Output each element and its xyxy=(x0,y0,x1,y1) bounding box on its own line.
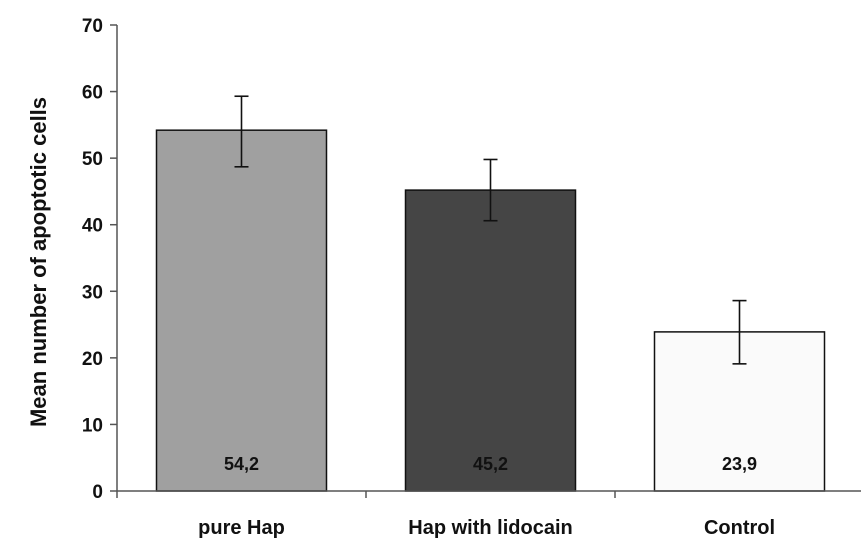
y-axis-title: Mean number of apoptotic cells xyxy=(26,97,51,427)
labels-group: 54,2 pure Hap 45,2 Hap with lidocain 23,9 Con… xyxy=(198,454,775,539)
bar-hap-with-lidocain xyxy=(404,189,577,492)
y-tick-label: 20 xyxy=(82,349,103,370)
y-tick-label: 50 xyxy=(82,149,103,170)
y-tick-label: 30 xyxy=(82,282,103,303)
data-label: 45,2 xyxy=(473,454,508,474)
x-category-label: pure Hap xyxy=(198,517,285,539)
y-tick-label: 10 xyxy=(82,415,103,436)
y-axis: 0 10 20 30 40 50 60 70 xyxy=(82,16,616,503)
y-tick-label: 40 xyxy=(82,216,103,237)
data-label: 23,9 xyxy=(722,454,757,474)
x-category-label: Control xyxy=(704,517,775,539)
y-tick-label: 0 xyxy=(92,482,103,503)
x-category-label: Hap with lidocain xyxy=(408,517,572,539)
y-tick-label: 60 xyxy=(82,83,103,104)
data-label: 54,2 xyxy=(224,454,259,474)
bar-pure-hap xyxy=(155,129,328,492)
error-bars-group xyxy=(234,95,747,365)
bars-group xyxy=(155,129,826,492)
y-tick-label: 70 xyxy=(82,16,103,37)
